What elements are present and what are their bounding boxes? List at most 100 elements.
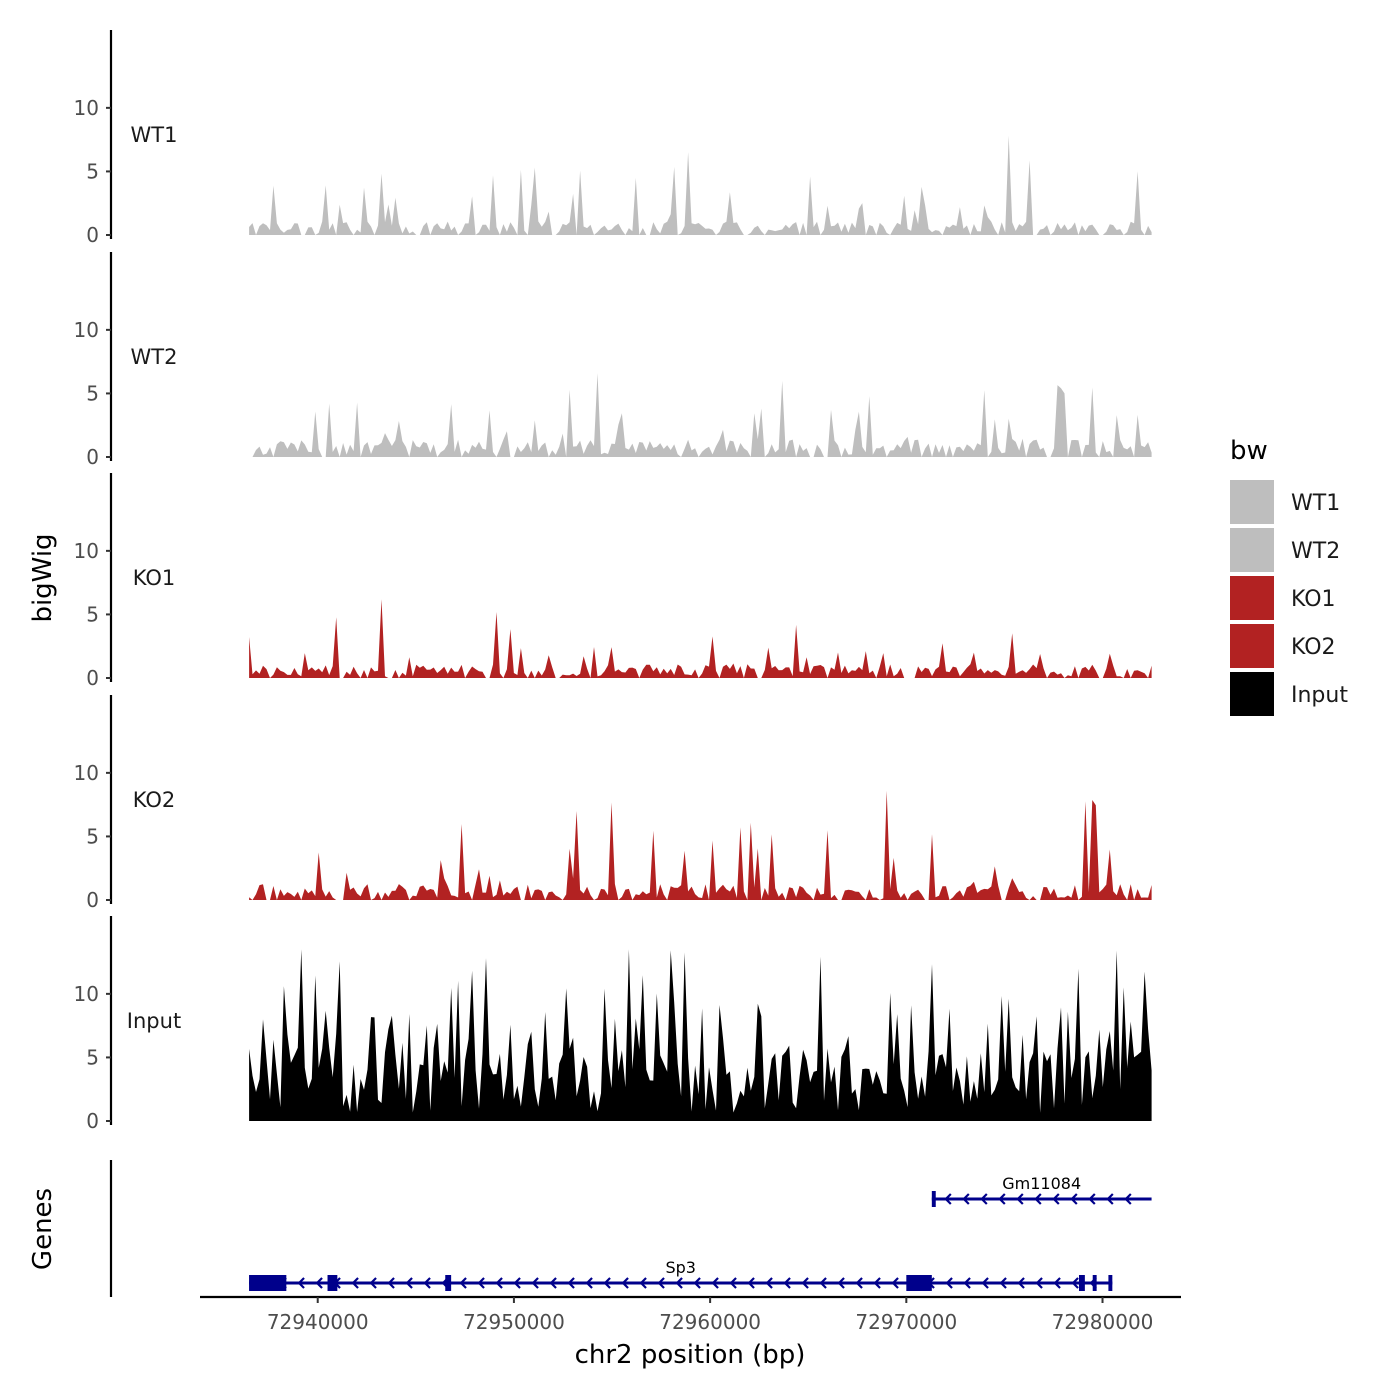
gene-sp3: Sp3: [249, 1258, 1113, 1291]
gene-exon: [906, 1275, 932, 1291]
gene-exon: [1078, 1275, 1085, 1291]
strand-arrow-icon: [1053, 1277, 1061, 1289]
genes-panel: Gm11084 Sp3: [109, 1160, 1152, 1297]
track-ko2: 0 5 10 KO2: [74, 695, 1152, 912]
signal-area-wt2: [249, 373, 1152, 457]
y-tick-label: 10: [74, 539, 99, 563]
strand-arrow-icon: [855, 1277, 863, 1289]
strand-arrow-icon: [567, 1277, 575, 1289]
strand-arrow-icon: [1106, 1193, 1114, 1205]
y-tick-label: 5: [86, 159, 99, 183]
strand-arrow-icon: [495, 1277, 503, 1289]
legend-key-ko1: [1230, 576, 1274, 620]
y-axis-title-genes: Genes: [28, 1188, 58, 1270]
strand-arrow-icon: [693, 1277, 701, 1289]
strand-arrow-icon: [675, 1277, 683, 1289]
strand-arrow-icon: [603, 1277, 611, 1289]
strand-arrow-icon: [981, 1277, 989, 1289]
y-tick-label: 5: [86, 1045, 99, 1069]
track-wt1: 0 5 10 WT1: [74, 30, 1152, 247]
gene-label-sp3: Sp3: [665, 1258, 696, 1277]
signal-area-input: [249, 949, 1152, 1121]
strand-arrow-icon: [980, 1193, 988, 1205]
strand-arrow-icon: [657, 1277, 665, 1289]
y-tick-label: 5: [86, 602, 99, 626]
legend-title: bw: [1230, 436, 1268, 466]
track-ko1: 0 5 10 KO1: [74, 473, 1152, 690]
x-axis: 72940000 72950000 72960000 72970000 72980000: [200, 1295, 1181, 1334]
strand-arrow-icon: [873, 1277, 881, 1289]
track-input: 0 5 10 Input: [74, 916, 1152, 1133]
legend-key-input: [1230, 672, 1274, 716]
strand-arrow-icon: [1016, 1193, 1024, 1205]
strand-arrow-icon: [891, 1277, 899, 1289]
y-tick-label: 10: [74, 96, 99, 120]
gene-exon: [931, 1191, 936, 1207]
strand-arrow-icon: [944, 1193, 952, 1205]
strand-arrow-icon: [837, 1277, 845, 1289]
x-tick-label: 72980000: [1052, 1310, 1154, 1334]
legend: bw WT1 WT2 KO1 KO2 Input: [1230, 436, 1348, 716]
strand-arrow-icon: [1035, 1277, 1043, 1289]
strand-arrow-icon: [945, 1277, 953, 1289]
y-axis-title-bigwig: bigWig: [28, 533, 58, 622]
y-tick-label: 0: [86, 1109, 99, 1133]
y-tick-label: 10: [74, 982, 99, 1006]
strand-arrow-icon: [585, 1277, 593, 1289]
legend-key-wt2: [1230, 528, 1274, 572]
strand-arrow-icon: [639, 1277, 647, 1289]
x-axis-title: chr2 position (bp): [575, 1340, 806, 1370]
track-label-ko2: KO2: [133, 788, 176, 812]
x-tick-label: 72940000: [267, 1310, 369, 1334]
strand-arrow-icon: [1070, 1193, 1078, 1205]
strand-arrow-icon: [801, 1277, 809, 1289]
legend-label-ko1: KO1: [1291, 587, 1336, 612]
y-tick-label: 0: [86, 223, 99, 247]
gene-exon: [249, 1275, 287, 1291]
strand-arrow-icon: [998, 1193, 1006, 1205]
strand-arrow-icon: [1124, 1193, 1132, 1205]
signal-area-ko1: [249, 599, 1152, 678]
strand-arrow-icon: [999, 1277, 1007, 1289]
legend-label-wt1: WT1: [1291, 491, 1340, 516]
legend-label-input: Input: [1291, 683, 1348, 708]
gene-exon: [1092, 1275, 1097, 1291]
strand-arrow-icon: [369, 1277, 377, 1289]
track-wt2: 0 5 10 WT2: [74, 252, 1152, 469]
strand-arrow-icon: [747, 1277, 755, 1289]
strand-arrow-icon: [1071, 1277, 1079, 1289]
strand-arrow-icon: [513, 1277, 521, 1289]
gene-exon: [445, 1275, 452, 1291]
strand-arrow-icon: [783, 1277, 791, 1289]
track-label-ko1: KO1: [133, 566, 176, 590]
y-tick-label: 0: [86, 888, 99, 912]
x-tick-label: 72960000: [659, 1310, 761, 1334]
strand-arrow-icon: [315, 1277, 323, 1289]
strand-arrow-icon: [1052, 1193, 1060, 1205]
gene-exon: [1108, 1275, 1113, 1291]
strand-arrow-icon: [387, 1277, 395, 1289]
legend-key-ko2: [1230, 624, 1274, 668]
y-tick-label: 5: [86, 824, 99, 848]
legend-key-wt1: [1230, 480, 1274, 524]
strand-arrow-icon: [423, 1277, 431, 1289]
gene-exon: [327, 1275, 338, 1291]
track-label-input: Input: [127, 1009, 181, 1033]
strand-arrow-icon: [531, 1277, 539, 1289]
strand-arrow-icon: [819, 1277, 827, 1289]
strand-arrow-icon: [351, 1277, 359, 1289]
strand-arrow-icon: [962, 1193, 970, 1205]
strand-arrow-icon: [549, 1277, 557, 1289]
legend-label-ko2: KO2: [1291, 635, 1336, 660]
strand-arrow-icon: [405, 1277, 413, 1289]
track-label-wt1: WT1: [131, 123, 178, 147]
strand-arrow-icon: [1034, 1193, 1042, 1205]
x-tick-label: 72970000: [855, 1310, 957, 1334]
strand-arrow-icon: [711, 1277, 719, 1289]
y-tick-label: 10: [74, 318, 99, 342]
strand-arrow-icon: [621, 1277, 629, 1289]
signal-area-wt1: [249, 135, 1152, 235]
strand-arrow-icon: [477, 1277, 485, 1289]
coverage-tracks: 0 5 10 WT1 0 5 10 WT2 0 5 10 KO1 0 5 10 KO2 0 5 10 Input: [74, 30, 1152, 1133]
